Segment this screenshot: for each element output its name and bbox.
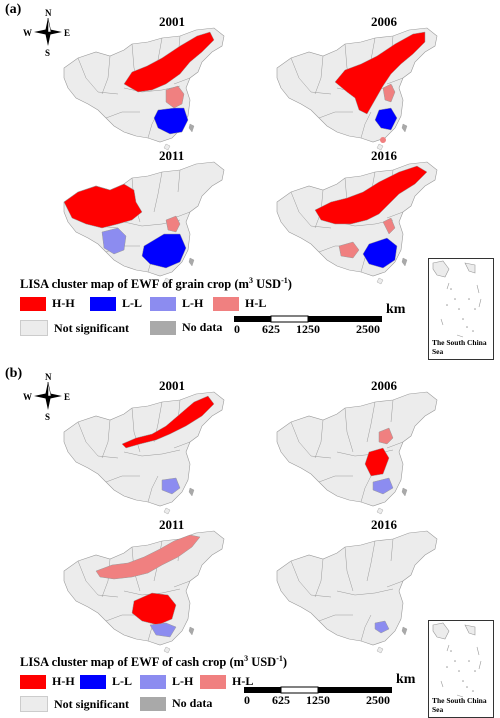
scale-tick: 0	[244, 693, 250, 707]
compass-e: E	[64, 28, 71, 38]
map-a-2001	[63, 27, 225, 151]
compass-e: E	[64, 392, 71, 402]
north-arrow-icon	[28, 12, 68, 52]
scale-tick: 2500	[356, 322, 380, 336]
hh-region	[334, 31, 426, 115]
compass-w: W	[23, 392, 32, 402]
hh-swatch	[20, 296, 46, 311]
year-label: 2001	[159, 14, 185, 29]
scale-tick: 625	[262, 322, 280, 336]
map-b-2016	[276, 530, 438, 654]
legend-title: LISA cluster map of EWF of cash crop (m3…	[20, 654, 288, 670]
inset-label: The South China Sea	[432, 338, 487, 356]
legend-not-significant: Not significant	[20, 696, 129, 712]
hl-region	[382, 217, 396, 235]
hl-swatch	[200, 674, 226, 689]
ns-swatch	[20, 320, 48, 336]
year-label: 2011	[159, 148, 185, 163]
legend-lh: L-H	[140, 674, 193, 689]
year-label: 2016	[371, 517, 397, 532]
hl-region	[165, 85, 185, 109]
year-label: 2001	[159, 378, 185, 393]
compass-s: S	[45, 412, 51, 422]
scale-tick: 625	[272, 693, 290, 707]
compass-s: S	[45, 48, 51, 58]
scale-bar	[234, 309, 382, 323]
scale-unit: km	[386, 302, 406, 317]
map-b-2011	[63, 530, 225, 654]
lh-swatch	[150, 296, 176, 311]
hh-region	[314, 165, 428, 225]
hh-swatch	[20, 674, 46, 689]
hl-swatch	[213, 296, 239, 311]
scale-bar	[244, 680, 392, 694]
legend-no-data: No data	[140, 696, 212, 711]
hh-region	[123, 31, 215, 93]
nd-swatch	[150, 320, 176, 335]
scale-unit: km	[396, 672, 416, 687]
scale-tick: 2500	[366, 693, 390, 707]
lh-region	[372, 477, 394, 495]
scale-tick: 1250	[296, 322, 320, 336]
hh-region	[121, 395, 215, 449]
year-label: 2016	[371, 148, 397, 163]
legend-hh: H-H	[20, 674, 75, 689]
ll-region	[141, 233, 187, 269]
scale-tick: 0	[234, 322, 240, 336]
lh-region	[101, 227, 127, 255]
lh-region	[149, 622, 177, 638]
legend-hh: H-H	[20, 296, 75, 311]
lh-region	[161, 477, 181, 495]
hh-region	[131, 592, 177, 626]
ll-region	[362, 237, 398, 269]
legend-ll: L-L	[80, 674, 132, 689]
ll-swatch	[90, 296, 116, 311]
hh-region	[364, 447, 390, 477]
scale-tick: 1250	[306, 693, 330, 707]
year-label: 2006	[371, 378, 397, 393]
map-b-2001	[63, 391, 225, 515]
legend-not-significant: Not significant	[20, 320, 129, 336]
inset-label: The South China Sea	[432, 696, 487, 714]
map-b-2006	[276, 391, 438, 515]
legend-no-data: No data	[150, 320, 222, 335]
hl-region	[95, 534, 201, 580]
hl-region	[382, 83, 396, 103]
lh-region	[374, 620, 390, 634]
lh-swatch	[140, 674, 166, 689]
ll-swatch	[80, 674, 106, 689]
south-china-sea-inset: The South China Sea	[428, 620, 494, 718]
legend-title: LISA cluster map of EWF of grain crop (m…	[20, 276, 292, 292]
compass-w: W	[23, 28, 32, 38]
hh-region	[63, 183, 143, 229]
hl-island	[380, 137, 386, 143]
compass-n: N	[45, 8, 52, 18]
ll-region	[153, 107, 189, 135]
ll-region	[374, 107, 398, 131]
legend-hl: H-L	[200, 674, 253, 689]
panel-b-label: (b)	[5, 366, 23, 381]
legend-lh: L-H	[150, 296, 203, 311]
compass-n: N	[45, 372, 52, 382]
panel-a-label: (a)	[5, 2, 22, 17]
legend-hl: H-L	[213, 296, 266, 311]
hl-region	[378, 427, 394, 445]
map-a-2006	[276, 27, 438, 151]
map-a-2011	[63, 161, 225, 285]
year-label: 2011	[159, 517, 185, 532]
legend-ll: L-L	[90, 296, 142, 311]
hl-region-2	[338, 241, 360, 259]
south-china-sea-inset: The South China Sea	[428, 258, 494, 360]
ns-swatch	[20, 696, 48, 712]
hl-region	[165, 215, 181, 233]
year-label: 2006	[371, 14, 397, 29]
nd-swatch	[140, 696, 166, 711]
north-arrow-icon	[28, 376, 68, 416]
map-a-2016	[276, 161, 438, 285]
